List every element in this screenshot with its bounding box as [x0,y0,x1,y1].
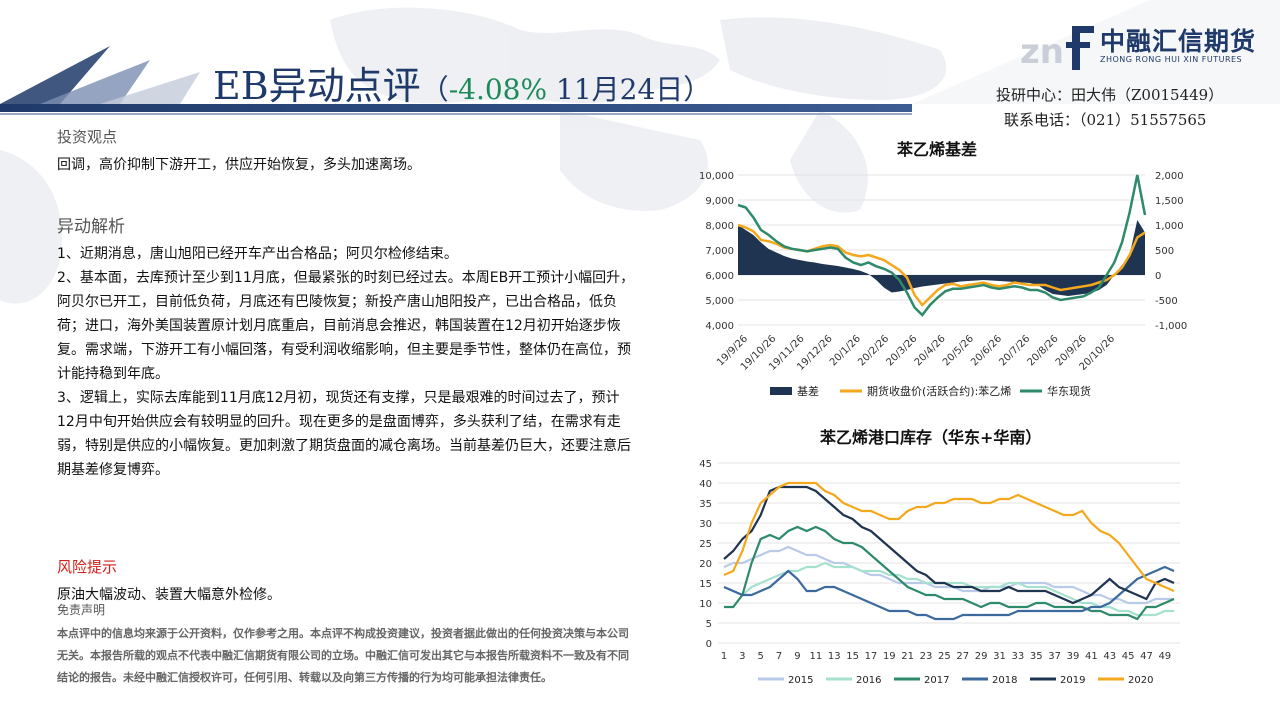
header-bar [0,104,912,112]
change-open: （ [420,73,449,106]
y-right-tick-label: 1,500 [1155,196,1184,207]
series-line-2020 [723,481,1175,593]
x-tick-label: 33 [1012,651,1025,662]
y-left-tick-label: 4,000 [705,321,734,332]
x-tick-label: 31 [993,651,1006,662]
series-line [737,174,1147,317]
x-tick-label: 43 [1103,651,1116,662]
series-line-2016 [723,561,1174,617]
x-tick-label: 35 [1030,651,1043,662]
x-tick-label: 41 [1085,651,1098,662]
view-text: 回调，高价抑制下游开工，供应开始恢复，多头加速离场。 [57,153,637,177]
y-tick-label: 5 [706,619,712,630]
x-tick-label: 5 [758,651,764,662]
y-tick-label: 25 [699,539,712,550]
x-tick-label: 23 [920,651,933,662]
legend-label: 期货收盘价(活跃合约):苯乙烯 [867,384,1011,398]
change-date: 11月24日） [547,73,712,106]
y-left-tick-label: 6,000 [705,271,734,282]
x-tick-label: 29 [975,651,988,662]
series-line-2017 [724,525,1175,621]
legend-label: 2018 [992,675,1017,686]
disclaimer-text: 本点评中的信息均来源于公开资料，仅作参考之用。本点评不构成投资建议，投资者据此做… [57,627,629,684]
analysis-paragraph-2: 2、基本面，去库预计至少到11月底，但最紧张的时刻已经过去。本周EB开工预计小幅… [57,270,635,382]
x-tick-label: 7 [776,651,782,662]
analyst-name: 投研中心：田大伟（Z0015449） [996,86,1224,104]
chart2-title: 苯乙烯港口库存（华东+华南） [820,428,1042,447]
legend-label: 华东现货 [1047,384,1091,398]
series-line-2019 [723,485,1175,605]
x-tick-label: 47 [1140,651,1153,662]
x-tick-label: 49 [1158,651,1171,662]
x-tick-label: 21 [901,651,914,662]
x-tick-label: 9 [794,651,800,662]
page-title: EB异动点评（-4.08% 11月24日） [213,55,711,110]
analysis-paragraph-3: 3、逻辑上，实际去库能到11月底12月初，现货还有支撑，只是最艰难的时间过去了，… [57,390,631,478]
y-right-tick-label: -1,000 [1155,321,1187,332]
y-tick-label: 0 [706,639,712,650]
legend-swatch [770,387,792,395]
series-area-basis [738,220,1145,296]
y-left-tick-label: 8,000 [705,221,734,232]
y-left-tick-label: 9,000 [705,196,734,207]
y-tick-label: 10 [699,599,712,610]
analysis-paragraph-1: 1、近期消息，唐山旭阳已经开车产出合格品；阿贝尔检修结束。 [57,246,458,262]
x-tick-label: 27 [956,651,969,662]
y-tick-label: 35 [699,499,712,510]
analyst-phone: 联系电话：（021）51557565 [1004,111,1207,129]
x-tick-label: 11 [809,651,822,662]
x-tick-label: 15 [846,651,859,662]
analyst-info: 投研中心：田大伟（Z0015449） 联系电话：（021）51557565 [996,83,1223,133]
analysis-text: 1、近期消息，唐山旭阳已经开车产出合格品；阿贝尔检修结束。 2、基本面，去库预计… [57,242,637,482]
chart1-title: 苯乙烯基差 [897,140,978,159]
change-percent: -4.08% [448,73,548,106]
logo-cn: 中融汇信期货 [1100,27,1257,56]
x-tick-label: 1 [721,651,727,662]
y-left-tick-label: 10,000 [699,171,734,182]
x-tick-label: 39 [1067,651,1080,662]
title-text: EB异动点评 [213,64,421,108]
logo-en: ZHONG RONG HUI XIN FUTURES [1100,55,1243,64]
x-tick-label: 19 [883,651,896,662]
company-logo-icon: zn [1020,26,1094,72]
y-tick-label: 20 [699,559,712,570]
series-line-2015 [723,545,1174,605]
legend-label: 2016 [856,675,881,686]
chart-basis: 4,000 5,000 6,000 7,000 8,000 9,000 10,000 -1,0… [699,171,1187,398]
y-tick-label: 40 [699,479,712,490]
x-tick-label: 45 [1122,651,1135,662]
legend-label: 2020 [1128,675,1153,686]
y-right-tick-label: -500 [1155,296,1178,307]
risk-text: 原油大幅波动、装置大幅意外检修。 [57,587,281,603]
x-tick-label: 25 [938,651,951,662]
legend-label: 基差 [797,384,819,398]
y-tick-label: 30 [699,519,712,530]
legend-label: 2017 [924,675,949,686]
svg-text:zn: zn [1020,32,1064,72]
view-paragraph: 回调，高价抑制下游开工，供应开始恢复，多头加速离场。 [57,157,421,173]
y-right-tick-label: 500 [1155,246,1174,257]
y-tick-label: 15 [699,579,712,590]
analysis-heading: 异动解析 [57,217,125,237]
legend-label: 2019 [1060,675,1085,686]
y-tick-label: 45 [699,459,712,470]
disclaimer-heading: 免责声明 [57,603,106,617]
x-tick-label: 37 [1048,651,1061,662]
y-right-tick-label: 1,000 [1155,221,1184,232]
y-left-tick-label: 7,000 [705,246,734,257]
header-rule [0,113,912,115]
risk-heading: 风险提示 [57,558,118,576]
y-left-tick-label: 5,000 [705,296,734,307]
y-right-tick-label: 0 [1155,271,1161,282]
view-heading: 投资观点 [57,128,118,146]
x-tick-label: 3 [739,651,745,662]
series-line-2018 [723,565,1175,621]
y-right-tick-label: 2,000 [1155,171,1184,182]
x-tick-label: 13 [828,651,841,662]
legend-label: 2015 [788,675,813,686]
x-tick-label: 17 [865,651,878,662]
